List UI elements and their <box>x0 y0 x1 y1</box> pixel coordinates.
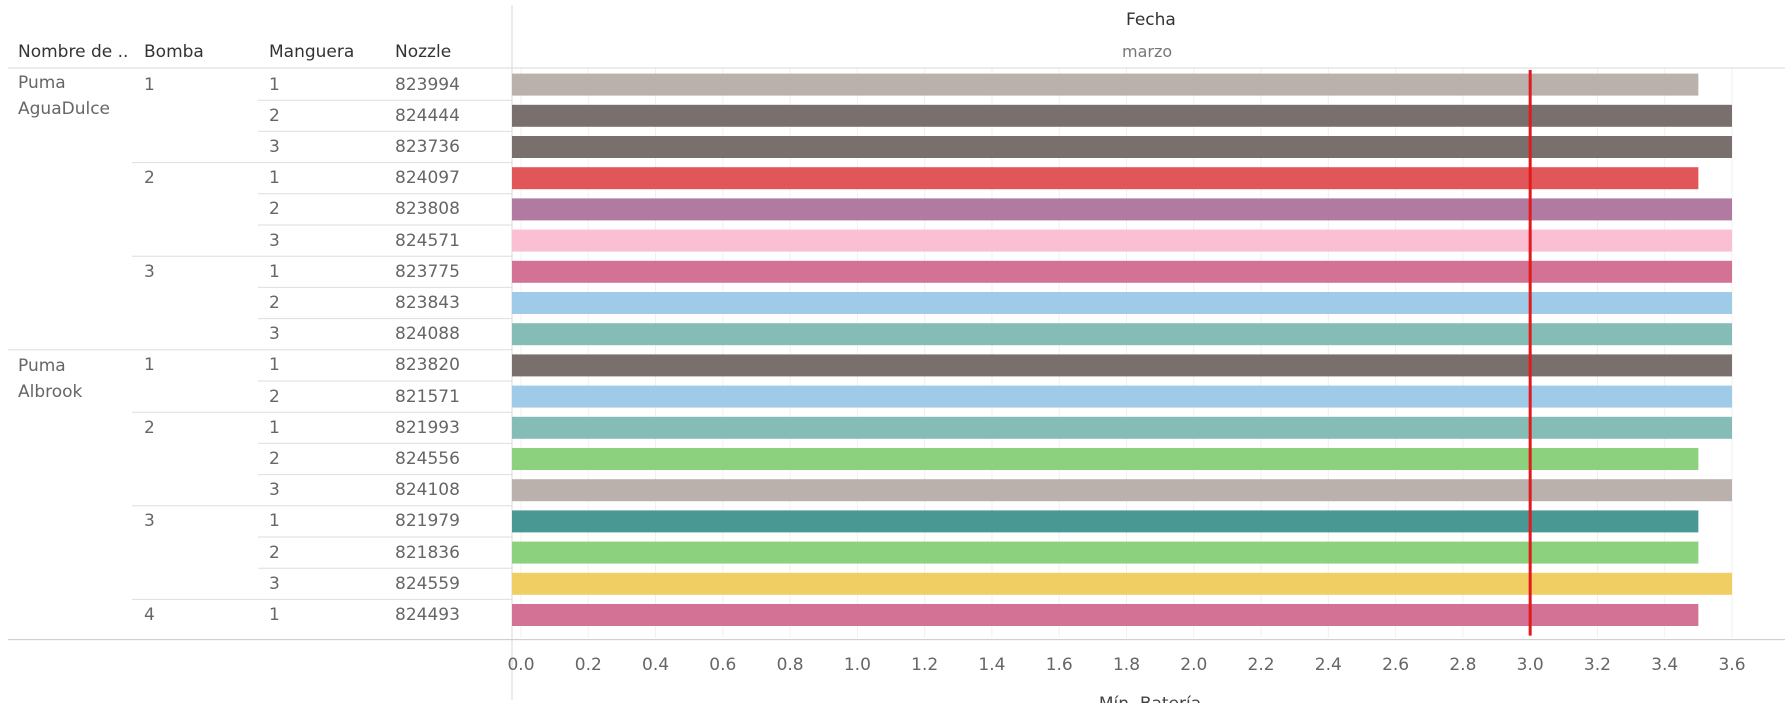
bar <box>512 416 1732 439</box>
x-tick-label: 0.8 <box>777 655 804 675</box>
manguera-cell: 1 <box>269 74 280 95</box>
manguera-cell: 1 <box>269 605 280 625</box>
bar <box>512 104 1732 127</box>
manguera-cell: 1 <box>269 261 280 282</box>
x-tick-label: 3.6 <box>1718 655 1745 675</box>
nozzle-cell: 821993 <box>395 417 460 438</box>
nozzle-cell: 824556 <box>395 449 460 469</box>
x-tick-label: 1.8 <box>1113 655 1140 675</box>
x-tick-label: 1.6 <box>1046 655 1073 675</box>
x-tick-label: 3.0 <box>1517 655 1544 675</box>
manguera-cell: 1 <box>269 168 280 189</box>
x-tick-label: 1.2 <box>911 655 938 675</box>
group-label-2-line2: Albrook <box>18 382 83 402</box>
manguera-cell: 2 <box>269 105 280 126</box>
bomba-cell: 3 <box>144 261 155 282</box>
nozzle-cell: 823994 <box>395 74 460 95</box>
bomba-cell: 1 <box>144 74 155 95</box>
bar <box>512 136 1732 158</box>
nozzle-cell: 824559 <box>395 573 460 594</box>
bar <box>512 292 1732 314</box>
x-tick-label: 2.8 <box>1449 655 1476 675</box>
x-tick-label: 1.0 <box>844 655 871 675</box>
manguera-cell: 2 <box>269 386 280 407</box>
bar <box>512 354 1732 377</box>
group-label-1-line2: AguaDulce <box>18 99 111 119</box>
x-tick-label: 1.4 <box>978 655 1005 675</box>
nozzle-cell: 821836 <box>395 542 460 563</box>
bar <box>512 572 1732 595</box>
x-tick-label: 2.6 <box>1382 655 1409 675</box>
nozzle-cell: 823775 <box>395 261 460 282</box>
x-tick-label: 0.0 <box>507 655 534 675</box>
bar <box>512 385 1732 408</box>
bomba-cell: 2 <box>144 417 155 438</box>
bar <box>512 604 1699 626</box>
x-tick-label: 0.2 <box>575 655 602 675</box>
bar <box>512 229 1732 252</box>
nozzle-cell: 821979 <box>395 511 460 532</box>
manguera-cell: 3 <box>269 324 280 345</box>
bar <box>512 260 1732 283</box>
manguera-cell: 3 <box>269 230 280 251</box>
manguera-cell: 1 <box>269 355 280 376</box>
header-nozzle[interactable]: Nozzle <box>395 42 452 62</box>
manguera-cell: 1 <box>269 417 280 438</box>
x-tick-label: 2.2 <box>1248 655 1275 675</box>
x-tick-label: 0.4 <box>642 655 669 675</box>
manguera-cell: 3 <box>269 480 280 501</box>
manguera-cell: 3 <box>269 137 280 157</box>
bomba-cell: 4 <box>144 605 155 625</box>
x-tick-label: 3.4 <box>1651 655 1678 675</box>
bar <box>512 198 1732 221</box>
group-label-1-line1: Puma <box>18 73 66 93</box>
nozzle-cell: 824571 <box>395 230 460 251</box>
nozzle-cell: 823808 <box>395 199 460 220</box>
x-tick-label: 2.4 <box>1315 655 1342 675</box>
bar <box>512 73 1699 96</box>
nozzle-cell: 824108 <box>395 480 460 501</box>
bar <box>512 167 1699 190</box>
header-bomba[interactable]: Bomba <box>144 42 204 62</box>
x-axis-label: Mín. Batería <box>1099 694 1201 703</box>
bar <box>512 510 1699 533</box>
manguera-cell: 2 <box>269 293 280 313</box>
bomba-cell: 2 <box>144 168 155 189</box>
nozzle-cell: 821571 <box>395 386 460 407</box>
nozzle-cell: 824088 <box>395 324 460 345</box>
nozzle-cell: 823820 <box>395 355 460 376</box>
bar <box>512 479 1732 502</box>
bar <box>512 323 1732 346</box>
nozzle-cell: 823843 <box>395 293 460 313</box>
nozzle-cell: 824444 <box>395 105 460 126</box>
manguera-cell: 2 <box>269 542 280 563</box>
bar <box>512 448 1699 470</box>
header-fecha[interactable]: Fecha <box>1126 10 1176 30</box>
nozzle-cell: 823736 <box>395 137 460 157</box>
header-manguera[interactable]: Manguera <box>269 42 355 62</box>
manguera-cell: 2 <box>269 449 280 469</box>
bomba-cell: 1 <box>144 355 155 376</box>
manguera-cell: 2 <box>269 199 280 220</box>
manguera-cell: 1 <box>269 511 280 532</box>
bomba-cell: 3 <box>144 511 155 532</box>
nozzle-cell: 824493 <box>395 605 460 625</box>
x-tick-label: 2.0 <box>1180 655 1207 675</box>
group-label-2-line1: Puma <box>18 356 66 376</box>
nozzle-cell: 824097 <box>395 168 460 189</box>
x-tick-label: 0.6 <box>709 655 736 675</box>
bar <box>512 541 1699 564</box>
header-nombre[interactable]: Nombre de .. <box>18 42 129 62</box>
header-marzo[interactable]: marzo <box>1122 42 1173 61</box>
x-tick-label: 3.2 <box>1584 655 1611 675</box>
manguera-cell: 3 <box>269 573 280 594</box>
